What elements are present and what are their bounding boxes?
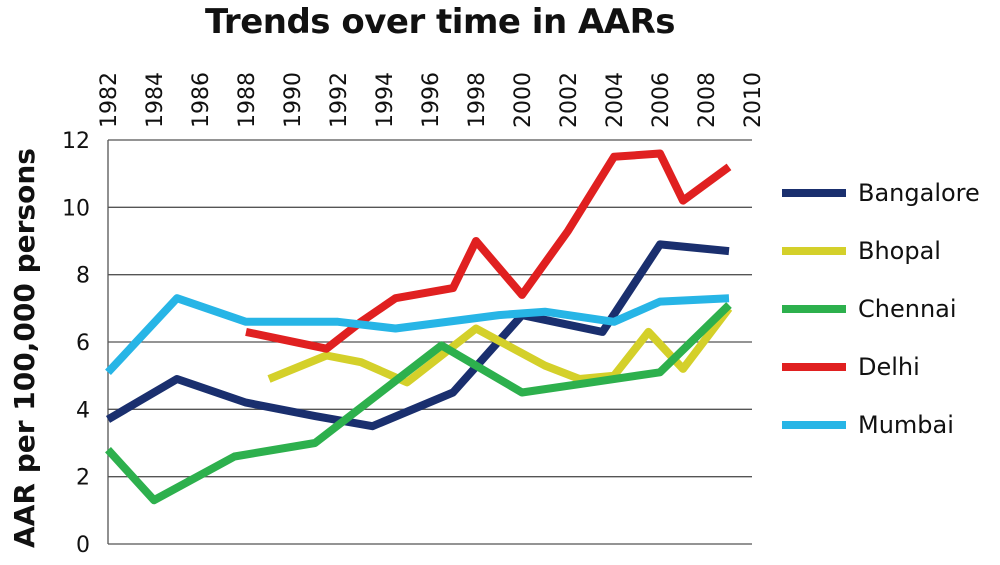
y-axis-label: AAR per 100,000 persons (8, 148, 41, 548)
series-line-bhopal (267, 305, 733, 387)
y-tick-label: 10 (62, 196, 90, 221)
series-lines (105, 149, 733, 505)
x-tick-label: 1996 (419, 72, 444, 128)
x-tick-label: 1992 (327, 72, 352, 128)
y-tick-label: 12 (62, 129, 90, 154)
y-tick-label: 0 (76, 533, 90, 558)
x-tick-label: 2000 (511, 72, 536, 128)
x-tick-label: 1986 (189, 72, 214, 128)
x-tick-label: 1984 (143, 72, 168, 128)
x-tick-label: 2010 (741, 72, 766, 128)
y-axis-ticks: 0 2 4 6 8 10 12 (62, 129, 90, 558)
legend: Bangalore Bhopal Chennai Delhi Mumbai (782, 179, 980, 439)
legend-label: Delhi (858, 353, 920, 381)
legend-label: Mumbai (858, 411, 954, 439)
x-tick-label: 1994 (373, 72, 398, 128)
x-tick-label: 1982 (97, 72, 122, 128)
y-tick-label: 4 (76, 398, 90, 423)
x-tick-label: 2002 (557, 72, 582, 128)
x-tick-label: 1990 (281, 72, 306, 128)
x-tick-label: 2004 (603, 72, 628, 128)
legend-label: Bhopal (858, 237, 941, 265)
y-tick-label: 8 (76, 264, 90, 289)
legend-label: Bangalore (858, 179, 980, 207)
series-line-chennai (105, 302, 732, 505)
x-tick-label: 2006 (649, 72, 674, 128)
legend-label: Chennai (858, 295, 957, 323)
x-axis-ticks: 1982 1984 1986 1988 1990 1992 1994 1996 1998 2000… (97, 72, 766, 128)
y-tick-label: 6 (76, 331, 90, 356)
series-line-mumbai (105, 294, 730, 376)
x-tick-label: 1988 (235, 72, 260, 128)
chart-title: Trends over time in AARs (204, 2, 676, 42)
series-line-bangalore (105, 240, 730, 431)
gridlines (107, 139, 752, 545)
y-tick-label: 2 (76, 466, 90, 491)
x-tick-label: 2008 (695, 72, 720, 128)
x-tick-label: 1998 (465, 72, 490, 128)
